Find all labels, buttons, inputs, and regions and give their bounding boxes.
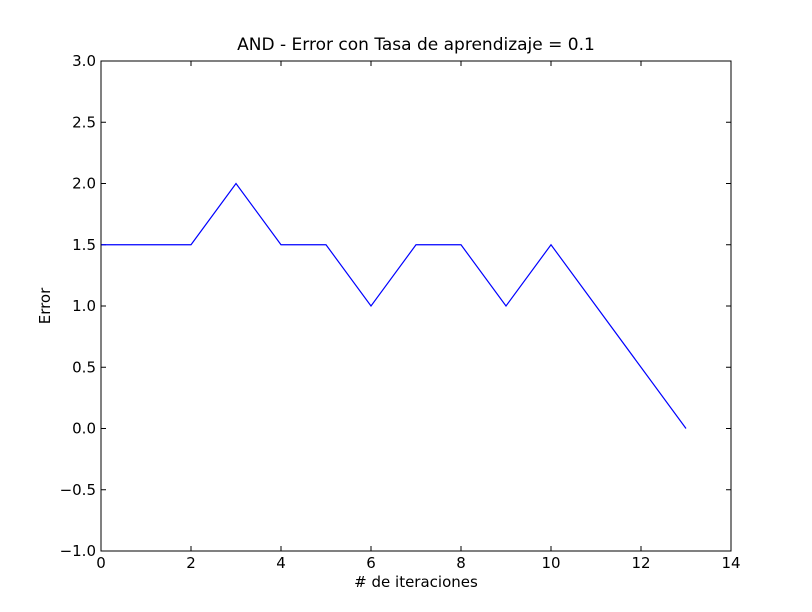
y-tick-label: 1.5 xyxy=(72,236,96,254)
x-tick-label: 4 xyxy=(276,554,286,572)
x-tick-label: 8 xyxy=(456,554,466,572)
y-tick-label: 3.0 xyxy=(72,52,96,70)
x-tick-label: 10 xyxy=(541,554,560,572)
series-group xyxy=(101,182,687,429)
chart-title: AND - Error con Tasa de aprendizaje = 0.… xyxy=(237,35,595,55)
plot-area-frame xyxy=(100,60,732,552)
x-axis-label: # de iteraciones xyxy=(354,573,478,591)
x-tick-label: 14 xyxy=(721,554,740,572)
y-tick-label: 0.0 xyxy=(72,420,96,438)
x-tick-label: 6 xyxy=(366,554,376,572)
y-tick-label: −1.0 xyxy=(60,542,96,560)
y-tick-label: 2.0 xyxy=(72,175,96,193)
x-tick-label: 0 xyxy=(96,554,106,572)
y-tick-label: 2.5 xyxy=(72,113,96,131)
x-tick-label: 2 xyxy=(186,554,196,572)
axis-tick-labels: 0 2 4 6 8 10 12 14 −1.0 −0.5 0.0 0.5 1.0 1.5 2.0 2.5 3.0 xyxy=(60,52,741,572)
series-line xyxy=(101,182,687,429)
y-tick-label: 1.0 xyxy=(72,297,96,315)
x-tick-label: 12 xyxy=(631,554,650,572)
y-tick-label: −0.5 xyxy=(60,481,96,499)
y-tick-label: 0.5 xyxy=(72,358,96,376)
y-axis-label: Error xyxy=(36,287,54,324)
